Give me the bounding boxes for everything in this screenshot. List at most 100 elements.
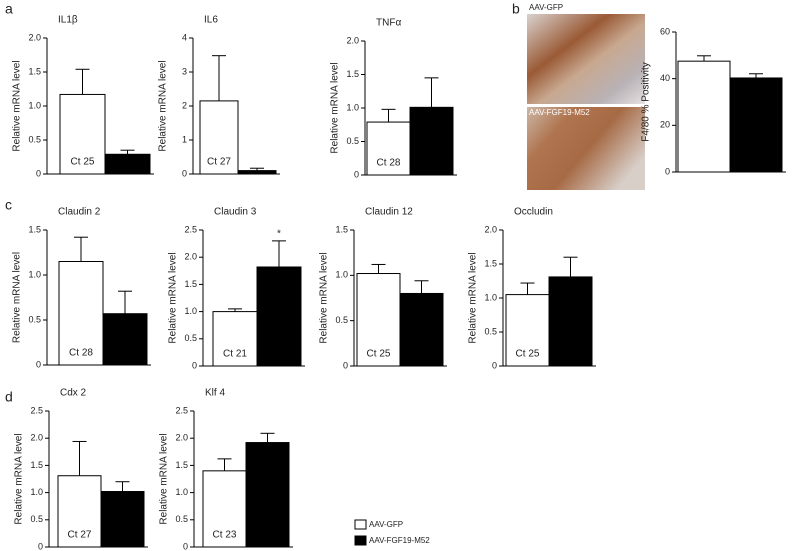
y-tick-label: 2.0: [184, 252, 197, 262]
y-tick-label: 0.5: [28, 314, 41, 324]
y-axis-label: Relative mRNA level: [158, 60, 169, 151]
y-tick-label: 0: [343, 360, 348, 370]
chart-title: Occludin: [514, 207, 553, 218]
bar: [245, 442, 290, 548]
y-tick-label: 1.0: [28, 269, 41, 279]
y-tick-label: 1.5: [335, 224, 348, 234]
y-tick-label: 1.5: [30, 460, 43, 470]
y-tick-label: 2.5: [175, 405, 188, 415]
y-tick-label: 0: [36, 168, 41, 178]
ct-annotation: Ct 27: [68, 530, 92, 541]
y-tick-label: 1.5: [346, 69, 359, 79]
y-axis-label: Relative mRNA level: [468, 252, 479, 343]
ct-annotation: Ct 27: [207, 157, 231, 168]
y-tick-label: 40: [660, 73, 670, 83]
y-tick-label: 2.0: [346, 35, 359, 45]
y-axis-label: Relative mRNA level: [12, 252, 23, 343]
legend-swatch: [354, 535, 367, 546]
y-axis-label: Relative mRNA level: [330, 62, 341, 153]
ct-annotation: Ct 21: [223, 349, 247, 360]
y-tick-label: 0: [492, 360, 497, 370]
bar: [548, 276, 593, 367]
chart-title: Claudin 12: [365, 207, 413, 218]
y-tick-label: 1.5: [175, 460, 188, 470]
chart-title: IL1β: [58, 15, 78, 26]
y-tick-label: 1.0: [346, 102, 359, 112]
bar: [256, 266, 302, 367]
ct-annotation: Ct 25: [71, 157, 95, 168]
image-label: AAV-FGF19-M52: [529, 108, 590, 117]
y-tick-label: 0.5: [335, 315, 348, 325]
ct-annotation: Ct 25: [367, 349, 391, 360]
y-axis-label: F4/80 % Positivity: [641, 62, 652, 141]
y-tick-label: 1.5: [484, 258, 497, 268]
y-tick-label: 0: [38, 541, 43, 551]
y-tick-label: 1.0: [484, 292, 497, 302]
bar: [57, 475, 102, 548]
chart-title: Klf 4: [205, 388, 225, 399]
y-tick-label: 1.5: [28, 224, 41, 234]
y-tick-label: 2.5: [184, 224, 197, 234]
legend-label: AAV-GFP: [369, 520, 403, 529]
bar: [58, 261, 104, 366]
y-tick-label: 1.0: [30, 487, 43, 497]
y-tick-label: 0.5: [484, 326, 497, 336]
y-tick-label: 0.5: [184, 333, 197, 343]
y-tick-label: 0.5: [346, 136, 359, 146]
bar: [366, 121, 411, 176]
y-tick-label: 4: [182, 32, 187, 42]
bar: [212, 311, 258, 367]
y-tick-label: 1.0: [335, 270, 348, 280]
chart-title: IL6: [204, 15, 218, 26]
y-tick-label: 0: [183, 541, 188, 551]
y-tick-label: 2.0: [30, 433, 43, 443]
legend-swatch: [354, 519, 367, 530]
chart-title: Cdx 2: [60, 388, 87, 399]
y-tick-label: 60: [660, 26, 670, 36]
y-tick-label: 20: [660, 120, 670, 130]
y-tick-label: 0: [665, 166, 670, 176]
ct-annotation: Ct 23: [213, 530, 237, 541]
panel-label: d: [5, 389, 13, 405]
bar: [102, 313, 148, 366]
bar: [729, 77, 783, 173]
panel-label: b: [512, 1, 520, 17]
y-tick-label: 0.5: [30, 514, 43, 524]
bar: [59, 93, 106, 175]
chart-title: Claudin 2: [58, 207, 101, 218]
panel-label: a: [5, 1, 13, 17]
y-tick-label: 2.5: [30, 405, 43, 415]
y-tick-label: 2.0: [175, 433, 188, 443]
y-tick-label: 0: [354, 169, 359, 179]
y-tick-label: 1.0: [184, 306, 197, 316]
histology-image: [527, 14, 645, 104]
y-tick-label: 0.5: [175, 514, 188, 524]
y-tick-label: 1: [182, 134, 187, 144]
panel-label: c: [5, 197, 12, 213]
chart-title: Claudin 3: [214, 207, 257, 218]
bar: [409, 106, 454, 176]
y-axis-label: Relative mRNA level: [14, 433, 25, 524]
y-tick-label: 0: [192, 360, 197, 370]
y-axis-label: Relative mRNA level: [168, 252, 179, 343]
ct-annotation: Ct 28: [69, 348, 93, 359]
bar: [104, 153, 151, 175]
y-tick-label: 1.5: [184, 279, 197, 289]
chart-title: TNFα: [376, 18, 401, 29]
significance-mark: *: [277, 229, 281, 240]
y-tick-label: 0.5: [28, 134, 41, 144]
y-tick-label: 1.0: [175, 487, 188, 497]
legend-label: AAV-FGF19-M52: [369, 536, 430, 545]
y-axis-label: Relative mRNA level: [12, 60, 23, 151]
bar: [100, 491, 145, 548]
y-tick-label: 1.0: [28, 100, 41, 110]
ct-annotation: Ct 25: [516, 349, 540, 360]
y-tick-label: 1.5: [28, 66, 41, 76]
bar: [199, 100, 239, 175]
y-tick-label: 0: [36, 359, 41, 369]
y-tick-label: 2: [182, 100, 187, 110]
y-axis-label: Relative mRNA level: [159, 433, 170, 524]
image-label: AAV-GFP: [529, 3, 563, 12]
y-tick-label: 2.0: [28, 32, 41, 42]
